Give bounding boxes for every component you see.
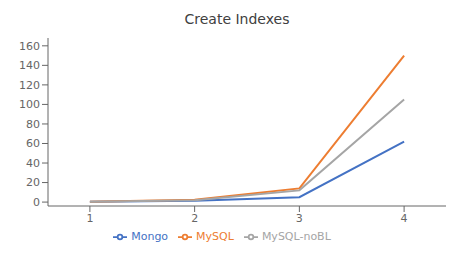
svg-text:1: 1 (86, 212, 93, 225)
svg-text:3: 3 (296, 212, 303, 225)
html-text:MySQL: MySQL (196, 230, 234, 243)
svg-text:40: 40 (26, 157, 40, 170)
svg-text:120: 120 (19, 79, 40, 92)
svg-text:20: 20 (26, 176, 40, 189)
svg-text:140: 140 (19, 59, 40, 72)
html-text:Mongo: Mongo (131, 230, 169, 243)
svg-text:100: 100 (19, 98, 40, 111)
html-text:Create Indexes: Create Indexes (184, 11, 290, 27)
svg-text:80: 80 (26, 118, 40, 131)
svg-text:4: 4 (401, 212, 408, 225)
svg-text:2: 2 (191, 212, 198, 225)
svg-text:0: 0 (33, 196, 40, 209)
svg-text:160: 160 (19, 40, 40, 53)
svg-text:60: 60 (26, 137, 40, 150)
html-text:MySQL-noBL: MySQL-noBL (261, 230, 331, 243)
